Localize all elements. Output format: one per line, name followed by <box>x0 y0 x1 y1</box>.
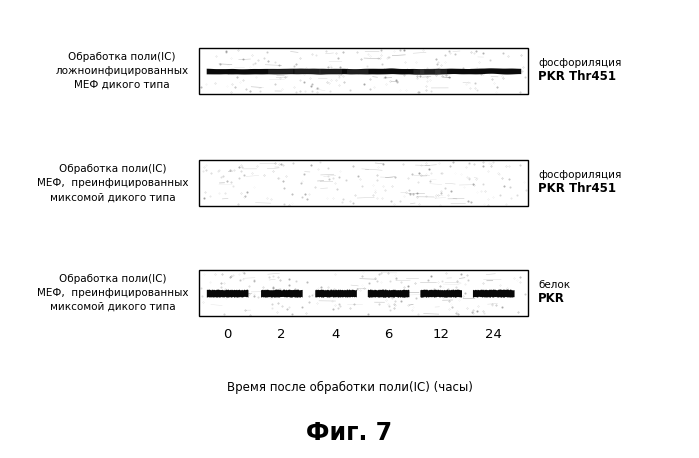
Text: PKR Thr451: PKR Thr451 <box>538 70 617 83</box>
Text: 0: 0 <box>223 328 231 341</box>
Text: фосфориляция: фосфориляция <box>538 170 621 180</box>
Text: Время после обработки поли(IC) (часы): Время после обработки поли(IC) (часы) <box>226 381 473 393</box>
Text: 4: 4 <box>331 328 340 341</box>
Text: Обработка поли(IC)
МЕФ,  преинфицированных
миксомой дикого типа: Обработка поли(IC) МЕФ, преинфицированны… <box>37 274 189 312</box>
Text: Обработка поли(IC)
ложноинфицированных
МЕФ дикого типа: Обработка поли(IC) ложноинфицированных М… <box>56 52 189 90</box>
Text: PKR: PKR <box>538 292 565 305</box>
Text: Фиг. 7: Фиг. 7 <box>306 421 393 445</box>
Text: фосфориляция: фосфориляция <box>538 58 621 68</box>
Bar <box>199 48 528 94</box>
Text: 24: 24 <box>485 328 502 341</box>
Text: белок: белок <box>538 280 570 290</box>
Text: Обработка поли(IC)
МЕФ,  преинфицированных
миксомой дикого типа: Обработка поли(IC) МЕФ, преинфицированны… <box>37 164 189 202</box>
Text: 2: 2 <box>277 328 286 341</box>
Text: 6: 6 <box>384 328 392 341</box>
Bar <box>199 160 528 206</box>
Text: 12: 12 <box>432 328 449 341</box>
Bar <box>199 270 528 316</box>
Text: PKR Thr451: PKR Thr451 <box>538 182 617 195</box>
